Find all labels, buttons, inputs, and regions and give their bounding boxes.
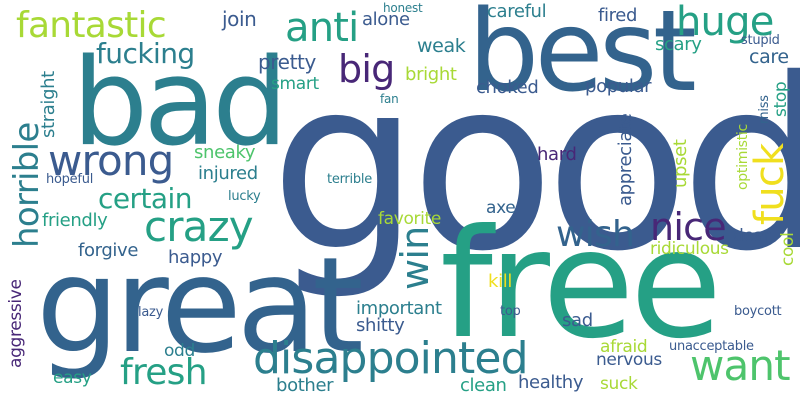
word-friendly: friendly [42, 210, 108, 231]
word-anti: anti [285, 5, 359, 51]
word-terrible: terrible [327, 172, 372, 187]
word-optimistic: optimistic [735, 124, 751, 190]
word-join: join [222, 7, 257, 31]
word-good: good [270, 28, 800, 303]
word-suck: suck [600, 374, 638, 394]
word-bad: bad [72, 34, 288, 173]
word-healthy: healthy [518, 372, 584, 393]
word-important: important [356, 298, 442, 319]
word-dear: dear [733, 226, 771, 246]
word-nice: nice [650, 205, 727, 249]
word-lazy: lazy [138, 305, 164, 320]
word-aggressive: aggressive [6, 279, 26, 368]
word-upset: upset [670, 139, 691, 188]
word-free: free [440, 198, 722, 372]
word-sneaky: sneaky [194, 142, 256, 163]
word-fantastic: fantastic [16, 5, 167, 46]
word-fuck: fuck [747, 143, 793, 225]
word-fired: fired [598, 5, 638, 26]
word-fucking: fucking [96, 37, 195, 70]
word-happy: happy [168, 247, 223, 268]
word-big: big [338, 47, 395, 91]
word-shitty: shitty [356, 315, 405, 336]
word-win: win [393, 226, 437, 290]
word-disappointed: disappointed [253, 333, 529, 384]
word-pretty: pretty [258, 50, 316, 74]
word-straight: straight [38, 71, 59, 138]
word-favorite: favorite [378, 209, 441, 229]
word-afraid: afraid [600, 337, 648, 357]
word-top: top [500, 304, 521, 319]
word-best: best [468, 0, 697, 117]
word-want: want [690, 341, 791, 390]
word-clean: clean [460, 375, 507, 396]
word-care: care [749, 46, 789, 68]
word-smart: smart [271, 74, 319, 94]
word-weak: weak [417, 35, 466, 57]
word-certain: certain [98, 182, 192, 215]
word-appreciate: appreciate [615, 113, 636, 206]
word-huge: huge [676, 0, 774, 45]
word-nervous: nervous [596, 350, 662, 370]
word-boycott: boycott [734, 304, 782, 319]
word-scary: scary [655, 34, 702, 55]
word-honest: honest [383, 1, 423, 15]
word-bright: bright [405, 64, 457, 85]
word-unacceptable: unacceptable [669, 339, 754, 354]
word-cool: cool [778, 232, 798, 266]
word-crazy: crazy [144, 202, 254, 251]
word-injured: injured [198, 163, 258, 184]
word-easy: easy [53, 368, 92, 388]
word-lucky: lucky [228, 189, 261, 204]
word-axe: axe [486, 198, 516, 218]
word-forgive: forgive [78, 240, 139, 261]
word-fresh: fresh [120, 352, 208, 393]
word-careful: careful [487, 1, 547, 22]
word-great: great [36, 229, 364, 383]
word-odd: odd [164, 341, 195, 361]
word-choked: choked [476, 77, 539, 98]
word-stop: stop [771, 81, 791, 117]
word-fan: fan [380, 92, 399, 106]
word-horrible: horrible [7, 122, 47, 248]
word-sad: sad [562, 310, 593, 331]
word-miss: miss [757, 95, 772, 124]
word-hopeful: hopeful [46, 172, 94, 187]
word-ridiculous: ridiculous [650, 239, 729, 259]
word-wrong: wrong [48, 136, 174, 185]
word-alone: alone [362, 9, 410, 30]
word-hard: hard [537, 144, 577, 165]
word-wish: wish [556, 214, 635, 255]
word-popular: popular [585, 76, 652, 97]
word-kill: kill [488, 271, 512, 292]
word-stupid: stupid [741, 33, 780, 48]
word-bother: bother [276, 375, 334, 396]
